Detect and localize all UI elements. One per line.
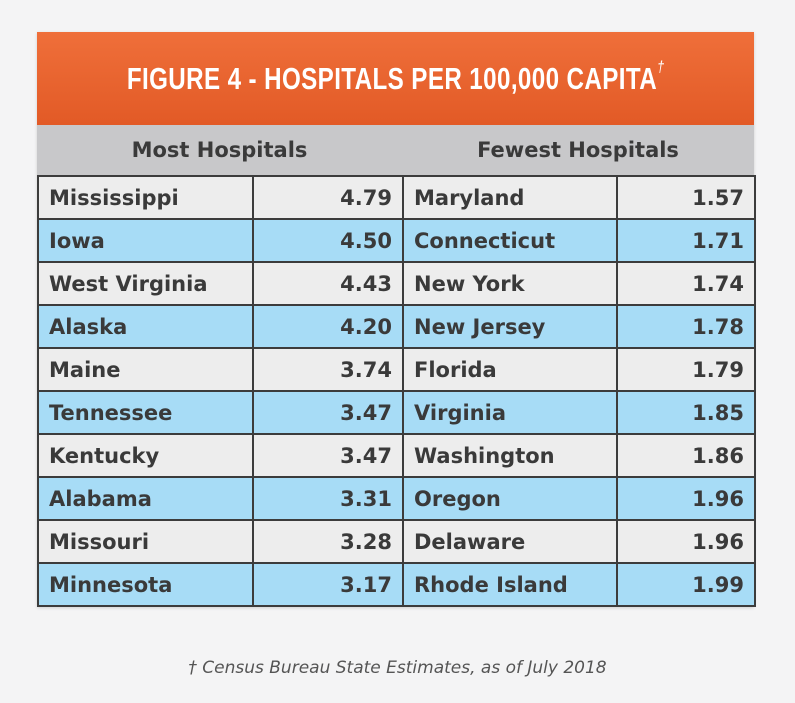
- fewest-state-cell: Virginia: [402, 390, 618, 435]
- table-row: Missouri 3.28 Delaware 1.96: [37, 519, 756, 564]
- most-hospitals-header: Most Hospitals: [131, 138, 308, 162]
- fewest-state-cell: Florida: [402, 347, 618, 392]
- fewest-state-cell: New Jersey: [402, 304, 618, 349]
- most-state-cell: Alaska: [37, 304, 254, 349]
- fewest-state-cell: Delaware: [402, 519, 618, 564]
- table-row: Iowa 4.50 Connecticut 1.71: [37, 218, 756, 263]
- most-state-cell: Iowa: [37, 218, 254, 263]
- fewest-value-cell: 1.85: [616, 390, 756, 435]
- column-header-row: Most Hospitals Fewest Hospitals: [37, 125, 754, 175]
- most-value-cell: 3.74: [252, 347, 404, 392]
- most-state-cell: Missouri: [37, 519, 254, 564]
- fewest-value-cell: 1.99: [616, 562, 756, 607]
- figure-card: FIGURE 4 - HOSPITALS PER 100,000 CAPITA†…: [37, 32, 756, 607]
- most-value-cell: 4.43: [252, 261, 404, 306]
- footnote: † Census Bureau State Estimates, as of J…: [188, 658, 607, 678]
- most-value-cell: 4.79: [252, 175, 404, 220]
- fewest-value-cell: 1.79: [616, 347, 756, 392]
- most-value-cell: 4.50: [252, 218, 404, 263]
- figure-title-wrap: FIGURE 4 - HOSPITALS PER 100,000 CAPITA†: [126, 58, 665, 97]
- hospitals-table-body: Mississippi 4.79 Maryland 1.57 Iowa 4.50 Conne…: [37, 175, 756, 607]
- table-row: Mississippi 4.79 Maryland 1.57: [37, 175, 756, 220]
- table-row: Alabama 3.31 Oregon 1.96: [37, 476, 756, 521]
- table-row: Kentucky 3.47 Washington 1.86: [37, 433, 756, 478]
- fewest-state-cell: New York: [402, 261, 618, 306]
- figure-title: FIGURE 4 - HOSPITALS PER 100,000 CAPITA: [126, 60, 657, 96]
- most-value-cell: 3.47: [252, 390, 404, 435]
- most-value-cell: 3.47: [252, 433, 404, 478]
- most-value-cell: 3.17: [252, 562, 404, 607]
- most-state-cell: Alabama: [37, 476, 254, 521]
- table-row: Alaska 4.20 New Jersey 1.78: [37, 304, 756, 349]
- fewest-value-cell: 1.78: [616, 304, 756, 349]
- fewest-value-cell: 1.74: [616, 261, 756, 306]
- fewest-state-cell: Rhode Island: [402, 562, 618, 607]
- fewest-value-cell: 1.86: [616, 433, 756, 478]
- table-row: West Virginia 4.43 New York 1.74: [37, 261, 756, 306]
- most-value-cell: 3.28: [252, 519, 404, 564]
- fewest-state-cell: Connecticut: [402, 218, 618, 263]
- most-value-cell: 4.20: [252, 304, 404, 349]
- most-state-cell: Maine: [37, 347, 254, 392]
- most-state-cell: Mississippi: [37, 175, 254, 220]
- most-state-cell: West Virginia: [37, 261, 254, 306]
- table-row: Maine 3.74 Florida 1.79: [37, 347, 756, 392]
- most-state-cell: Kentucky: [37, 433, 254, 478]
- figure-banner: FIGURE 4 - HOSPITALS PER 100,000 CAPITA†: [37, 32, 754, 125]
- fewest-state-cell: Maryland: [402, 175, 618, 220]
- fewest-hospitals-header: Fewest Hospitals: [477, 138, 679, 162]
- fewest-state-cell: Oregon: [402, 476, 618, 521]
- table-row: Minnesota 3.17 Rhode Island 1.99: [37, 562, 756, 607]
- most-state-cell: Minnesota: [37, 562, 254, 607]
- fewest-value-cell: 1.57: [616, 175, 756, 220]
- fewest-state-cell: Washington: [402, 433, 618, 478]
- most-state-cell: Tennessee: [37, 390, 254, 435]
- fewest-value-cell: 1.71: [616, 218, 756, 263]
- most-value-cell: 3.31: [252, 476, 404, 521]
- fewest-value-cell: 1.96: [616, 519, 756, 564]
- table-row: Tennessee 3.47 Virginia 1.85: [37, 390, 756, 435]
- hospitals-table: Mississippi 4.79 Maryland 1.57 Iowa 4.50 Conne…: [37, 175, 756, 607]
- fewest-value-cell: 1.96: [616, 476, 756, 521]
- title-footnote-mark: †: [656, 58, 665, 76]
